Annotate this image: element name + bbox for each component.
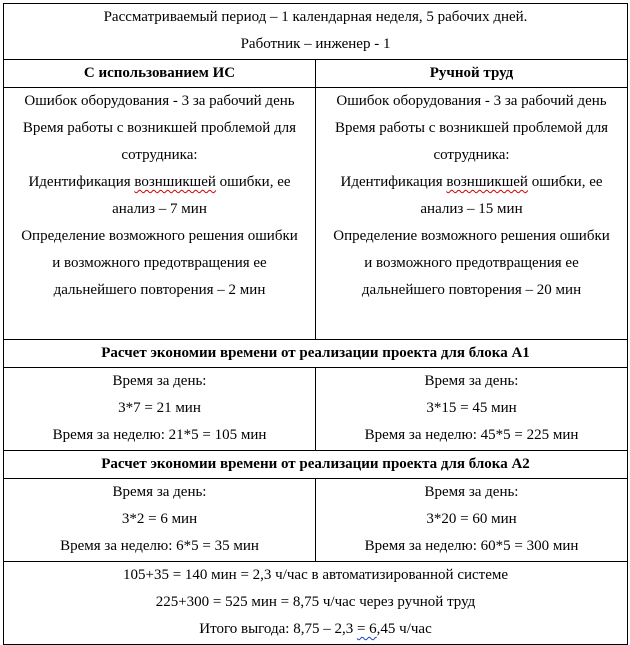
- benefit-text-end: ,45 ч/час: [376, 621, 432, 637]
- day-time-label: Время за день:: [424, 484, 519, 500]
- block-a1-title-row: Расчет экономии времени от реализации пр…: [2, 339, 629, 368]
- block-a1-title: Расчет экономии времени от реализации пр…: [2, 339, 629, 368]
- day-time-value: 3*2 = 6 мин: [121, 511, 198, 527]
- summary-row: 105+35 = 140 мин = 2,3 ч/час в автоматиз…: [2, 561, 629, 645]
- summary-automated: 105+35 = 140 мин = 2,3 ч/час в автоматиз…: [122, 567, 509, 583]
- benefit-text: Итого выгода: 8,75 – 2,3: [199, 621, 357, 637]
- block-a2-title-row: Расчет экономии времени от реализации пр…: [2, 450, 629, 479]
- block-a2-calc-row: Время за день: 3*2 = 6 мин Время за неде…: [3, 478, 629, 562]
- day-time-label: Время за день:: [424, 373, 519, 389]
- block-a2-calc-manual: Время за день: 3*20 = 60 мин Время за не…: [314, 478, 629, 562]
- solution-line: Определение возможного решения ошибки: [333, 228, 610, 244]
- work-time-label: Время работы с возникшей проблемой для: [22, 120, 297, 136]
- errors-cell-manual: Ошибок оборудования - 3 за рабочий день …: [314, 87, 629, 340]
- day-time-value: 3*15 = 45 мин: [426, 400, 517, 416]
- identification-text: Идентификация: [340, 174, 447, 190]
- week-time-value: Время за неделю: 60*5 = 300 мин: [364, 538, 579, 554]
- errors-row: Ошибок оборудования - 3 за рабочий день …: [3, 87, 629, 340]
- solution-line: Определение возможного решения ошибки: [21, 228, 298, 244]
- solution-time: дальнейшего повторения – 2 мин: [53, 282, 266, 298]
- column-header-manual: Ручной труд: [314, 59, 629, 88]
- day-time-label: Время за день:: [112, 484, 207, 500]
- calculation-table: Рассматриваемый период – 1 календарная н…: [2, 3, 629, 645]
- identification-text-end: ошибки, ее: [215, 174, 291, 190]
- block-a1-calc-row: Время за день: 3*7 = 21 мин Время за нед…: [3, 367, 629, 451]
- day-time-value: 3*7 = 21 мин: [118, 400, 201, 416]
- identification-line: Идентификация возншикшей ошибки, ее: [8, 169, 311, 196]
- work-time-label-cont: сотрудника:: [433, 147, 510, 163]
- column-header-is: С использованием ИС: [3, 59, 316, 88]
- block-a1-calc-is: Время за день: 3*7 = 21 мин Время за нед…: [3, 367, 316, 451]
- prevention-line: и возможного предотвращения ее: [52, 255, 267, 271]
- worker-text: Работник – инженер - 1: [240, 36, 391, 52]
- block-a2-title: Расчет экономии времени от реализации пр…: [2, 450, 629, 479]
- identification-text-end: ошибки, ее: [527, 174, 603, 190]
- day-time-value: 3*20 = 60 мин: [426, 511, 517, 527]
- work-time-label-cont: сотрудника:: [121, 147, 198, 163]
- misspelled-word: возншикшей: [446, 174, 528, 190]
- identification-text: Идентификация: [28, 174, 135, 190]
- block-a1-calc-manual: Время за день: 3*15 = 45 мин Время за не…: [314, 367, 629, 451]
- errors-count: Ошибок оборудования - 3 за рабочий день: [24, 93, 295, 109]
- benefit-flagged: = 6: [356, 621, 377, 637]
- errors-cell-is: Ошибок оборудования - 3 за рабочий день …: [3, 87, 316, 340]
- day-time-label: Время за день:: [112, 373, 207, 389]
- analysis-time: анализ – 15 мин: [420, 201, 523, 217]
- misspelled-word: возншикшей: [134, 174, 216, 190]
- work-time-label: Время работы с возникшей проблемой для: [334, 120, 609, 136]
- block-a2-calc-is: Время за день: 3*2 = 6 мин Время за неде…: [3, 478, 316, 562]
- period-cell: Рассматриваемый период – 1 календарная н…: [2, 3, 629, 60]
- summary-cell: 105+35 = 140 мин = 2,3 ч/час в автоматиз…: [2, 561, 629, 645]
- column-header-row: С использованием ИС Ручной труд: [3, 59, 629, 88]
- week-time-value: Время за неделю: 21*5 = 105 мин: [52, 427, 267, 443]
- identification-line: Идентификация возншикшей ошибки, ее: [320, 169, 623, 196]
- summary-manual: 225+300 = 525 мин = 8,75 ч/час через руч…: [155, 594, 476, 610]
- analysis-time: анализ – 7 мин: [112, 201, 207, 217]
- week-time-value: Время за неделю: 45*5 = 225 мин: [364, 427, 579, 443]
- prevention-line: и возможного предотвращения ее: [364, 255, 579, 271]
- period-text: Рассматриваемый период – 1 календарная н…: [103, 9, 528, 25]
- summary-benefit: Итого выгода: 8,75 – 2,3 = 6,45 ч/час: [8, 616, 623, 643]
- week-time-value: Время за неделю: 6*5 = 35 мин: [60, 538, 259, 554]
- period-row: Рассматриваемый период – 1 календарная н…: [2, 3, 629, 60]
- solution-time: дальнейшего повторения – 20 мин: [361, 282, 582, 298]
- errors-count: Ошибок оборудования - 3 за рабочий день: [336, 93, 607, 109]
